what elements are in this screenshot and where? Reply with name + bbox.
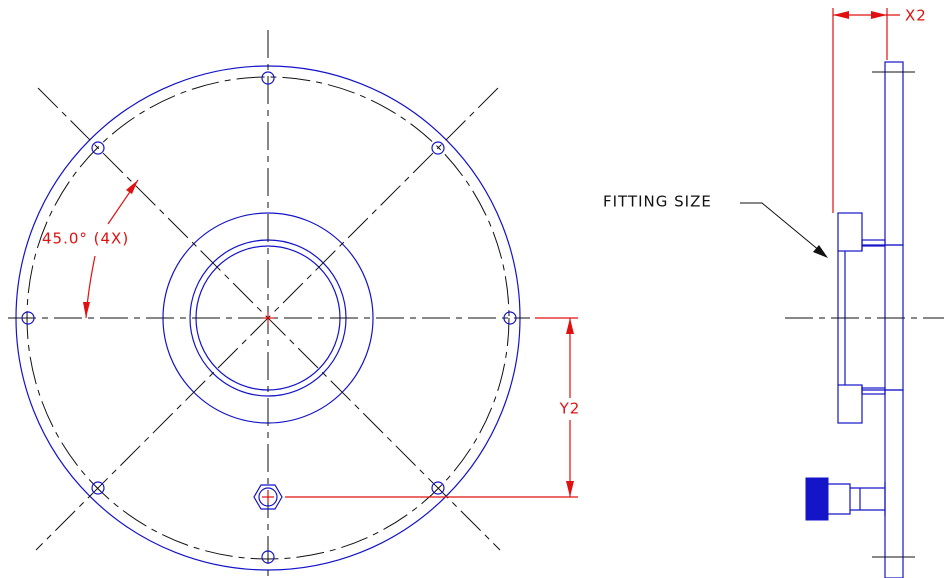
x2-label: X2 [905, 7, 927, 25]
centerline-d2 [35, 87, 499, 551]
side-view [785, 61, 944, 578]
bolt-holes [21, 71, 517, 564]
small-fitting [253, 484, 283, 510]
angle-label: 45.0° (4X) [42, 230, 129, 248]
y2-dimension: Y2 [285, 317, 585, 498]
centerline-d1 [37, 87, 501, 551]
x2-dimension: X2 [832, 7, 927, 213]
angle-dimension: 45.0° (4X) [42, 179, 139, 319]
knob [805, 477, 886, 521]
fitting-label: FITTING SIZE [603, 193, 712, 211]
y2-label: Y2 [559, 400, 581, 418]
front-view [8, 30, 530, 578]
fitting-note: FITTING SIZE [603, 193, 828, 258]
